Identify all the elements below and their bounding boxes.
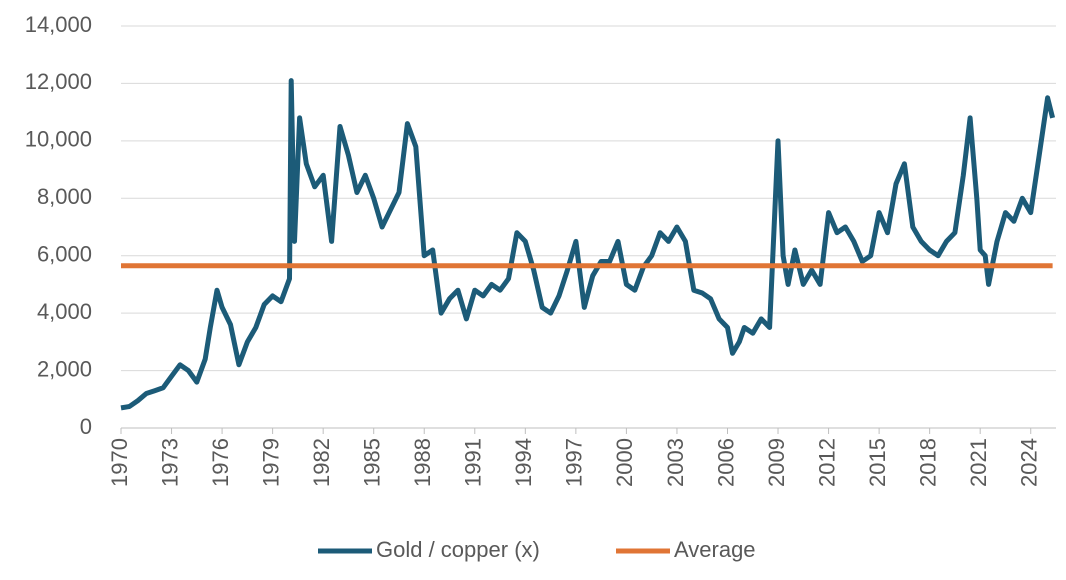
x-tick-label: 2003 bbox=[663, 438, 688, 487]
legend-label: Average bbox=[674, 537, 756, 562]
y-tick-label: 10,000 bbox=[25, 127, 92, 152]
y-tick-label: 14,000 bbox=[25, 12, 92, 37]
x-tick-label: 1994 bbox=[511, 438, 536, 487]
x-tick-label: 2009 bbox=[764, 438, 789, 487]
x-tick-label: 1979 bbox=[258, 438, 283, 487]
y-tick-label: 0 bbox=[80, 414, 92, 439]
x-tick-label: 1976 bbox=[208, 438, 233, 487]
x-tick-label: 2021 bbox=[966, 438, 991, 487]
y-tick-label: 4,000 bbox=[37, 299, 92, 324]
y-tick-label: 12,000 bbox=[25, 69, 92, 94]
data-line bbox=[120, 78, 1056, 411]
y-tick-label: 6,000 bbox=[37, 242, 92, 267]
x-tick-label: 2012 bbox=[814, 438, 839, 487]
x-tick-label: 1997 bbox=[562, 438, 587, 487]
x-tick-label: 2024 bbox=[1017, 438, 1042, 487]
x-tick-label: 1970 bbox=[107, 438, 132, 487]
x-tick-label: 1985 bbox=[360, 438, 385, 487]
x-tick-label: 2000 bbox=[612, 438, 637, 487]
y-tick-label: 8,000 bbox=[37, 184, 92, 209]
x-tick-label: 2006 bbox=[713, 438, 738, 487]
x-tick-label: 1991 bbox=[461, 438, 486, 487]
x-tick-label: 1973 bbox=[157, 438, 182, 487]
x-tick-label: 1982 bbox=[309, 438, 334, 487]
legend-label: Gold / copper (x) bbox=[376, 537, 540, 562]
x-tick-label: 2018 bbox=[915, 438, 940, 487]
x-tick-label: 2015 bbox=[865, 438, 890, 487]
y-tick-label: 2,000 bbox=[37, 356, 92, 381]
x-tick-label: 1988 bbox=[410, 438, 435, 487]
